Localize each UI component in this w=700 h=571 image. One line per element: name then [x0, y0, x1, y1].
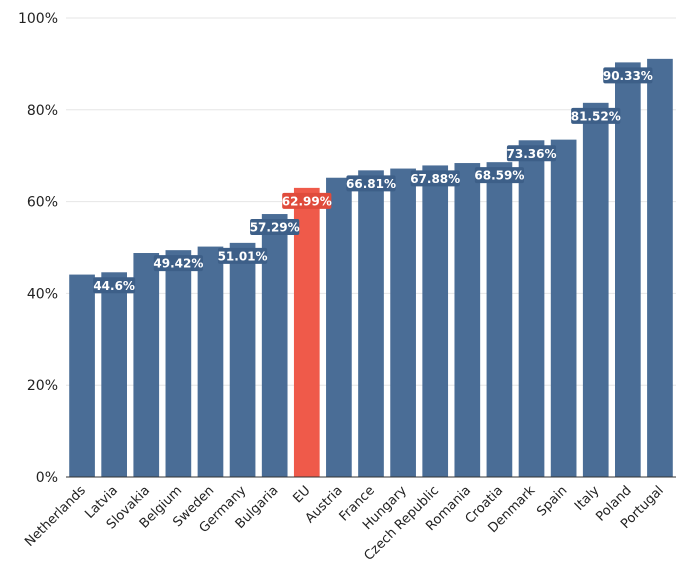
x-tick-label: Spain	[534, 483, 570, 519]
y-tick-label: 100%	[18, 11, 58, 27]
bar-sweden	[197, 246, 224, 477]
data-label: 44.6%	[93, 279, 135, 293]
bar-czech-republic	[422, 165, 449, 478]
data-label-bg	[282, 192, 332, 209]
data-label: 67.88%	[410, 172, 460, 186]
data-label-bg	[603, 67, 653, 84]
data-label: 66.81%	[346, 177, 396, 191]
data-label-bg	[410, 170, 460, 187]
data-label-bg	[571, 107, 621, 124]
bar-portugal	[647, 58, 673, 477]
bar-spain	[550, 139, 577, 477]
bar-poland	[615, 62, 641, 477]
data-label-bg	[346, 175, 396, 192]
data-label-bg	[506, 145, 557, 162]
y-tick-label: 40%	[27, 286, 58, 302]
bar-netherlands	[69, 274, 95, 477]
bar-latvia	[101, 272, 127, 477]
data-label-bg	[474, 167, 525, 184]
bars	[69, 58, 673, 478]
bar-austria	[326, 177, 352, 477]
bar-denmark	[518, 140, 545, 478]
y-tick-label: 20%	[27, 378, 58, 394]
y-tick-label: 0%	[36, 470, 58, 486]
data-label: 90.33%	[603, 69, 653, 83]
bar-germany	[229, 242, 256, 477]
y-tick-label: 60%	[27, 195, 58, 211]
data-label: 73.36%	[507, 147, 557, 161]
y-tick-label: 80%	[27, 103, 58, 119]
data-labels: 44.6% 49.42% 51.01% 57.29% 62.99% 66.81% 67.88…	[93, 67, 653, 294]
data-label-bg	[153, 255, 203, 272]
bar-hungary	[390, 168, 416, 477]
bar-slovakia	[133, 253, 160, 477]
bar-belgium	[165, 250, 192, 477]
bar-croatia	[486, 162, 513, 477]
data-label: 62.99%	[282, 194, 332, 208]
bar-italy	[582, 102, 609, 478]
data-label: 49.42%	[153, 257, 203, 271]
y-axis-ticks: 0% 20% 40% 60% 80% 100%	[18, 11, 58, 486]
data-label-bg	[93, 277, 136, 294]
data-label: 57.29%	[250, 221, 300, 235]
bar-romania	[454, 163, 481, 477]
x-axis-ticks: NetherlandsLatviaSlovakiaBelgiumSwedenGe…	[22, 483, 667, 564]
data-label-bg	[250, 219, 300, 236]
x-tick-label: EU	[290, 483, 313, 506]
bar-france	[358, 170, 384, 477]
data-label: 51.01%	[218, 249, 268, 263]
x-tick-label: Netherlands	[22, 483, 89, 550]
data-label: 81.52%	[571, 109, 621, 123]
data-label-bg	[217, 247, 268, 264]
bar-eu	[293, 187, 320, 477]
data-label: 68.59%	[474, 169, 524, 183]
